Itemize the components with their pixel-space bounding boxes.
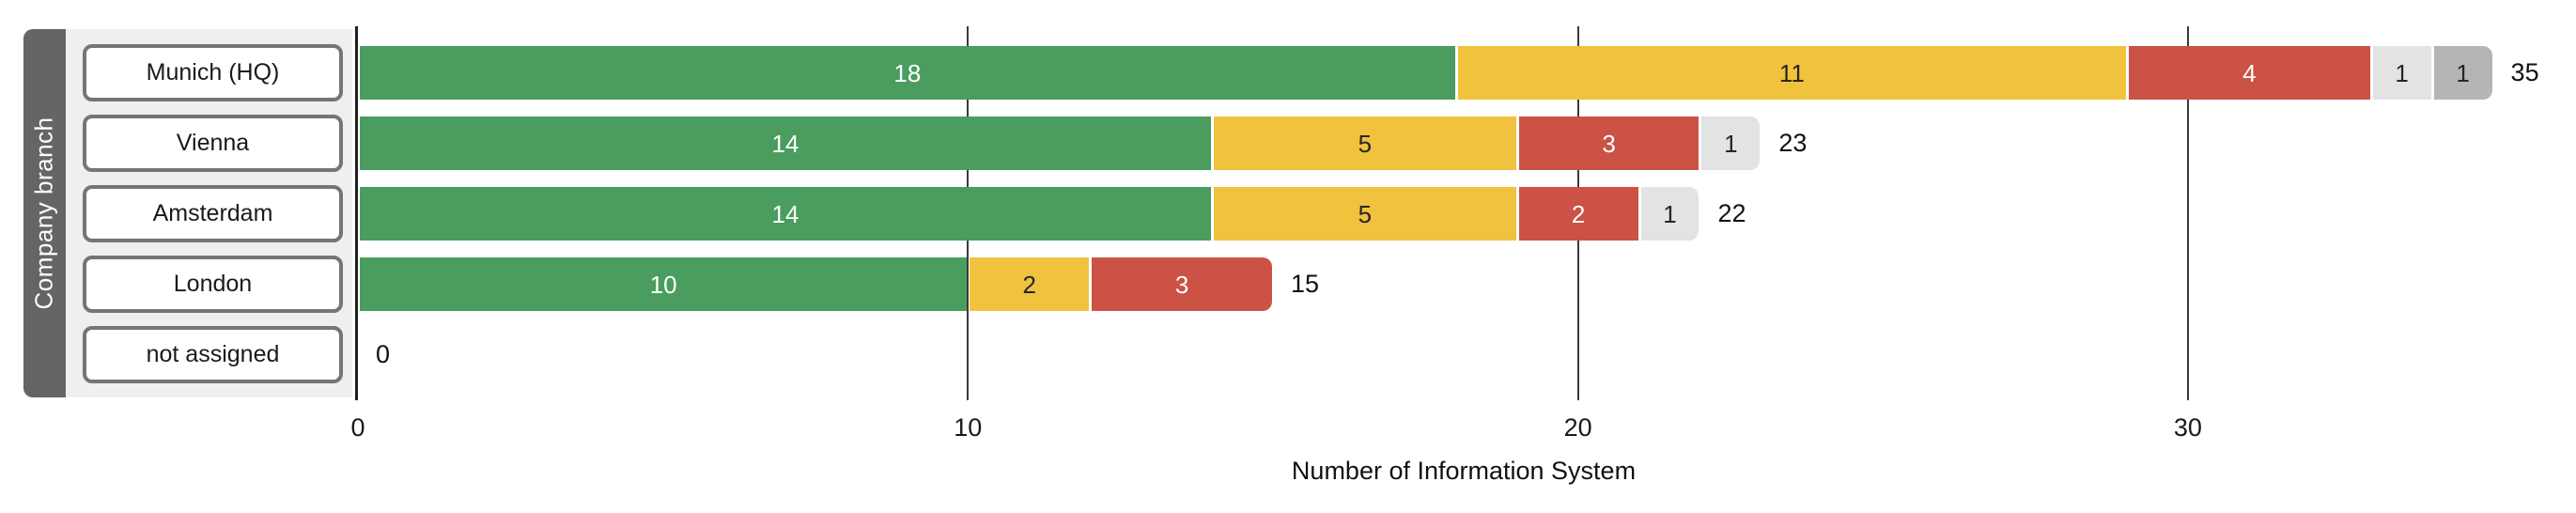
bar-value-label: 1 <box>2395 58 2409 87</box>
bar-total-label: 0 <box>376 340 391 368</box>
bar-value-label: 5 <box>1358 199 1373 228</box>
bar-segment[interactable]: 2 <box>970 257 1090 311</box>
bar-segment[interactable]: 18 <box>360 46 1455 100</box>
bar-segment[interactable]: 1 <box>2372 46 2431 100</box>
bar-value-label: 4 <box>2242 58 2257 87</box>
bar-segment[interactable]: 2 <box>1518 187 1638 241</box>
category-button[interactable]: Amsterdam <box>83 185 343 242</box>
bar-segment[interactable]: 14 <box>360 187 1212 241</box>
bar-value-label: 1 <box>1663 199 1677 228</box>
bar-segment[interactable]: 3 <box>1518 117 1699 170</box>
bar-segment[interactable]: 1 <box>2433 46 2492 100</box>
bar-segment[interactable]: 1 <box>1640 187 1699 241</box>
category-button[interactable]: Vienna <box>83 115 343 172</box>
bar-segment[interactable]: 3 <box>1092 257 1272 311</box>
bar-segment[interactable]: 14 <box>360 117 1212 170</box>
bar-segment[interactable]: 1 <box>1701 117 1761 170</box>
x-tick-label: 0 <box>350 413 365 442</box>
bar-total-label: 23 <box>1778 129 1808 157</box>
x-tick-label: 30 <box>2173 413 2202 442</box>
bar-segment[interactable]: 5 <box>1214 117 1516 170</box>
bar-value-label: 14 <box>771 129 799 158</box>
bar-value-label: 1 <box>1724 129 1738 158</box>
category-button[interactable]: London <box>83 256 343 313</box>
bar-total-label: 22 <box>1717 199 1746 227</box>
y-axis-line <box>355 26 358 400</box>
bar-value-label: 3 <box>1602 129 1616 158</box>
bar-segment[interactable]: 11 <box>1457 46 2126 100</box>
x-tick-label: 20 <box>1563 413 1592 442</box>
bar-total-label: 35 <box>2510 58 2539 86</box>
category-axis-title: Company branch <box>29 117 58 310</box>
bar-value-label: 5 <box>1358 129 1373 158</box>
x-axis-title: Number of Information System <box>1291 457 1637 485</box>
bar-value-label: 1 <box>2456 58 2470 87</box>
bar-value-label: 14 <box>771 199 799 228</box>
bar-segment[interactable]: 4 <box>2128 46 2370 100</box>
category-button[interactable]: Munich (HQ) <box>83 44 343 101</box>
bar-value-label: 10 <box>649 270 677 299</box>
category-axis-band <box>23 29 66 397</box>
bar-segment[interactable]: 10 <box>360 257 968 311</box>
x-tick-label: 10 <box>954 413 983 442</box>
category-button[interactable]: not assigned <box>83 326 343 383</box>
bar-value-label: 3 <box>1174 270 1189 299</box>
bar-value-label: 11 <box>1778 58 1805 87</box>
gridline <box>2186 26 2189 400</box>
bar-value-label: 2 <box>1022 270 1036 299</box>
bar-segment[interactable]: 5 <box>1214 187 1516 241</box>
bar-value-label: 2 <box>1571 199 1586 228</box>
bar-value-label: 18 <box>893 58 922 87</box>
bar-total-label: 15 <box>1290 270 1319 298</box>
